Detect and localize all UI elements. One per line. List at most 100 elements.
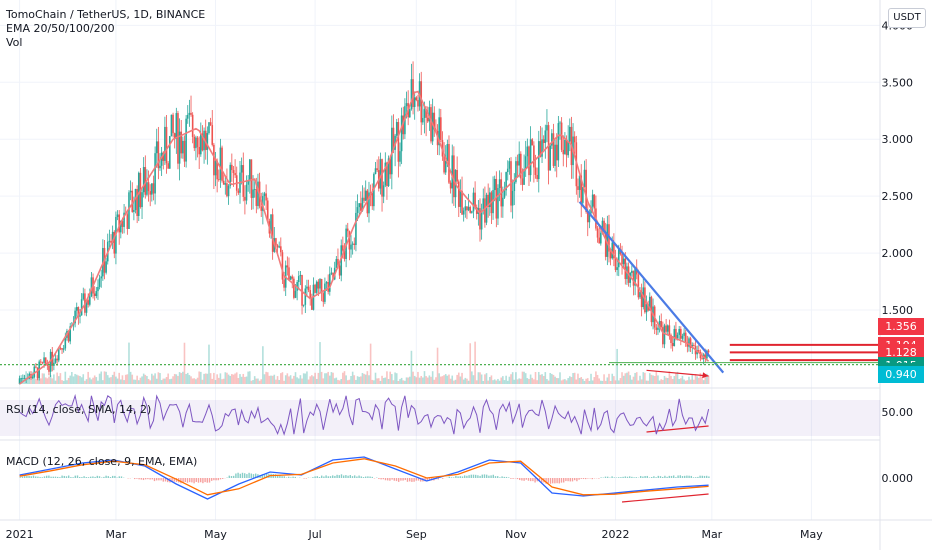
macd-hist-bar xyxy=(587,478,589,479)
volume-bar xyxy=(670,375,672,384)
price-tag[interactable]: 1.356 xyxy=(878,318,924,336)
price-tag[interactable]: 1.128 xyxy=(878,344,924,362)
volume-bar xyxy=(216,374,218,384)
candle-body xyxy=(280,246,282,253)
volume-bar xyxy=(544,372,547,384)
volume-bar xyxy=(244,376,246,384)
candle-body xyxy=(250,159,253,198)
candle-body xyxy=(487,194,489,208)
candle-body xyxy=(541,139,543,157)
macd-hist-bar xyxy=(147,478,149,480)
macd-hist-bar xyxy=(657,475,659,478)
macd-hist-bar xyxy=(419,478,422,482)
volume-bar xyxy=(123,380,125,384)
volume-bar xyxy=(608,373,610,384)
candle-body xyxy=(533,145,535,168)
candle-body xyxy=(466,206,468,211)
volume-legend[interactable]: Vol xyxy=(6,36,23,49)
time-axis[interactable]: 2021 Mar May Jul Sep Nov 2022 Mar May xyxy=(6,528,824,541)
candle-body xyxy=(471,211,473,213)
candle-body xyxy=(188,112,191,115)
macd-hist-bar xyxy=(74,475,76,478)
volume-bar xyxy=(451,375,454,384)
candle-body xyxy=(198,146,200,155)
price-tag[interactable]: 0.940 xyxy=(878,365,924,383)
volume-bar xyxy=(85,379,88,384)
candle-body xyxy=(637,274,640,298)
volume-bar xyxy=(211,378,214,384)
x-tick-label: 2022 xyxy=(602,528,630,541)
macd-hist-bar xyxy=(67,475,70,478)
volume-bar xyxy=(258,380,261,384)
macd-hist-bar xyxy=(455,475,457,478)
volume-bar xyxy=(66,380,68,384)
macd-hist-bar xyxy=(195,478,197,482)
macd-hist-bar xyxy=(138,478,140,480)
volume-bar xyxy=(235,372,238,384)
candle-body xyxy=(650,296,653,323)
macd-hist-bar xyxy=(406,478,409,482)
macd-legend[interactable]: MACD (12, 26, close, 9, EMA, EMA) xyxy=(6,455,198,468)
trendline[interactable] xyxy=(578,201,725,374)
x-tick-label: Nov xyxy=(505,528,527,541)
candle-body xyxy=(386,162,388,187)
ema-legend[interactable]: EMA 20/50/100/200 xyxy=(6,22,115,35)
volume-bar xyxy=(253,376,256,384)
macd-divergence-arrow[interactable] xyxy=(621,493,709,503)
candle-body xyxy=(591,194,594,207)
candle-body xyxy=(634,267,636,286)
volume-bar xyxy=(82,374,85,384)
volume-bar xyxy=(198,371,200,384)
candle-body xyxy=(59,347,62,349)
rsi-legend[interactable]: RSI (14, close, SMA, 14, 2) xyxy=(6,403,152,416)
macd-hist-bar xyxy=(43,476,46,478)
volume-bar xyxy=(219,373,222,384)
volume-bar xyxy=(128,342,130,384)
volume-bar xyxy=(635,372,638,384)
volume-bar xyxy=(585,378,587,384)
macd-hist-bar xyxy=(386,478,389,481)
candle-body xyxy=(524,156,527,170)
candle-body xyxy=(428,107,431,122)
volume-bar xyxy=(304,373,307,384)
macd-hist-bar xyxy=(424,478,426,482)
symbol-legend[interactable]: TomoChain / TetherUS, 1D, BINANCE xyxy=(6,8,206,21)
candle-body xyxy=(126,214,129,229)
macd-hist-bar xyxy=(173,478,175,482)
volume-bar xyxy=(193,378,196,384)
volume-bar xyxy=(694,374,697,384)
macd-hist-bar xyxy=(461,476,464,478)
volume-bar xyxy=(204,373,207,384)
candle-body xyxy=(281,252,284,280)
candle-body xyxy=(332,272,334,280)
volume-bar xyxy=(622,375,625,384)
macd-hist-bar xyxy=(404,478,406,481)
candle-body xyxy=(462,210,465,215)
volume-bar xyxy=(497,378,499,384)
candle-body xyxy=(195,137,197,149)
candle-body xyxy=(542,139,545,143)
candle-body xyxy=(564,139,566,155)
volume-bar xyxy=(435,377,437,384)
candle-body xyxy=(577,186,579,190)
macd-hist-bar xyxy=(672,475,675,478)
candle-body xyxy=(408,108,411,118)
candle-body xyxy=(457,181,460,207)
candle-body xyxy=(415,97,418,101)
volume-bar xyxy=(529,374,532,384)
volume-bar xyxy=(255,378,258,384)
volume-bar xyxy=(345,375,347,384)
macd-hist-bar xyxy=(19,477,21,478)
candle-body xyxy=(554,144,556,166)
volume-bar xyxy=(495,380,498,384)
candle-body xyxy=(172,114,174,134)
macd-hist-bar xyxy=(364,476,367,478)
volume-bar xyxy=(201,379,204,384)
candle-body xyxy=(686,342,689,347)
price-divergence-arrow[interactable] xyxy=(646,369,709,377)
currency-badge[interactable]: USDT xyxy=(888,8,926,28)
volume-bar xyxy=(103,371,106,384)
